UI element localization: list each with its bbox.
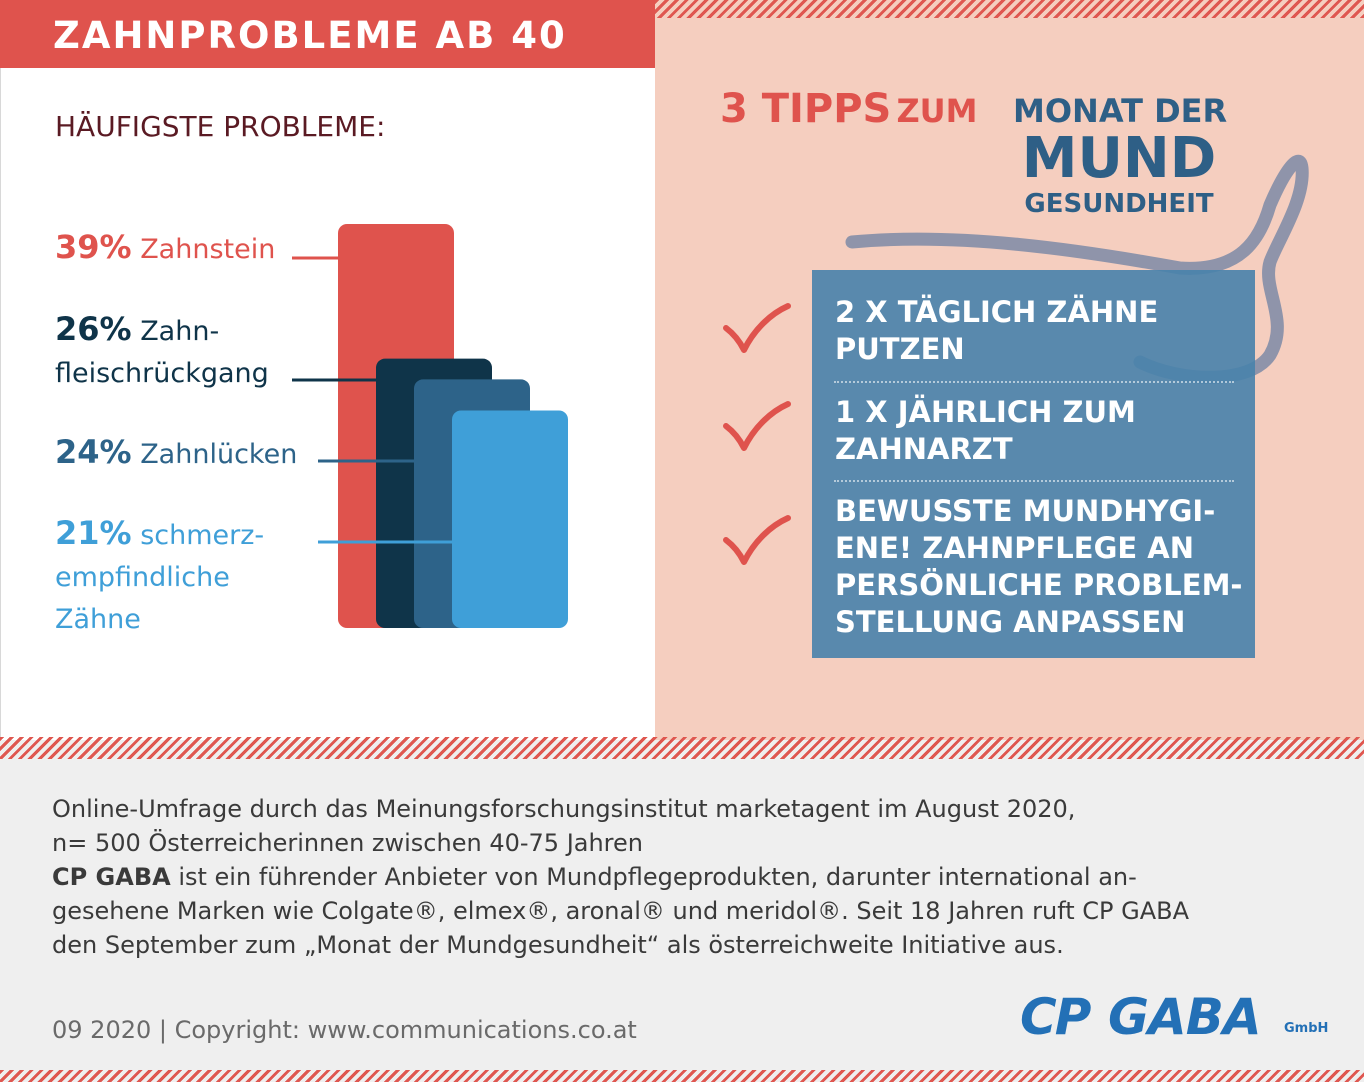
tip-item-3: BEWUSSTE MUNDHYGI- ENE! ZAHNPFLEGE AN PE… bbox=[835, 494, 1243, 639]
checkmark-icon bbox=[723, 515, 791, 565]
bar-chart bbox=[292, 224, 568, 628]
checkmark-icon bbox=[723, 303, 791, 353]
cp-gaba-logo-cp: CP bbox=[1020, 988, 1091, 1046]
label-zahnstein-value: 39% bbox=[55, 228, 132, 266]
title-banner: ZAHNPROBLEME AB 40 bbox=[0, 0, 655, 68]
label-zahnfleischrueckgang-value: 26% bbox=[55, 310, 132, 348]
label-schmerzempfindlich-value: 21% bbox=[55, 514, 132, 552]
footer-company-name: CP GABA bbox=[52, 863, 171, 891]
label-zahnstein: 39% Zahnstein bbox=[55, 226, 275, 271]
campaign-logo-line1: MONAT DER bbox=[1013, 92, 1228, 130]
chart-subheading: HÄUFIGSTE PROBLEME: bbox=[55, 110, 386, 143]
footer-company-line-1-rest: ist ein führender Anbieter von Mundpfleg… bbox=[170, 863, 1137, 891]
footer-company-line-2: gesehene Marken wie Colgate®, elmex®, ar… bbox=[52, 897, 1190, 925]
label-zahnstein-text: Zahnstein bbox=[140, 234, 276, 265]
cp-gaba-logo-gaba: GABA bbox=[1108, 988, 1261, 1046]
label-schmerzempfindlich: 21% schmerz- empfindliche Zähne bbox=[55, 512, 264, 641]
label-zahnfleischrueckgang: 26% Zahn- fleischrückgang bbox=[55, 308, 269, 395]
decorative-stripe-bottom bbox=[0, 1070, 1364, 1082]
campaign-logo: MONAT DER MUND GESUNDHEIT bbox=[1013, 92, 1228, 220]
checkmark-icon bbox=[723, 401, 791, 451]
decorative-stripe-divider bbox=[0, 737, 1364, 759]
campaign-logo-line3: GESUNDHEIT bbox=[1024, 189, 1214, 219]
tips-heading-word: ZUM bbox=[896, 92, 978, 130]
label-zahnluecken: 24% Zahnlücken bbox=[55, 431, 297, 476]
label-zahnfleischrueckgang-text-2: fleischrückgang bbox=[55, 358, 269, 389]
label-schmerzempfindlich-text-2: empfindliche bbox=[55, 562, 230, 593]
tip-divider-1 bbox=[834, 381, 1234, 383]
bar-4 bbox=[452, 410, 568, 628]
tongue-swoosh-graphic bbox=[845, 154, 1309, 384]
label-zahnfleischrueckgang-text-1: Zahn- bbox=[140, 316, 220, 347]
tip-divider-2 bbox=[834, 480, 1234, 482]
tips-heading: 3 TIPPS ZUM bbox=[720, 86, 978, 132]
tips-box: 2 X TÄGLICH ZÄHNE PUTZEN 1 X JÄHRLICH ZU… bbox=[812, 270, 1255, 658]
footer-company-line-3: den September zum „Monat der Mundgesundh… bbox=[52, 931, 1064, 959]
cp-gaba-logo: CP GABA GmbH bbox=[1020, 988, 1328, 1046]
page-title: ZAHNPROBLEME AB 40 bbox=[53, 14, 567, 57]
campaign-logo-line2: MUND bbox=[1021, 126, 1217, 191]
tips-heading-number: 3 TIPPS bbox=[720, 86, 892, 132]
cp-gaba-logo-suffix: GmbH bbox=[1284, 1021, 1328, 1036]
footer-survey-line-1: Online-Umfrage durch das Meinungsforschu… bbox=[52, 795, 1076, 823]
footer-panel bbox=[0, 740, 1364, 1082]
label-zahnluecken-text: Zahnlücken bbox=[140, 439, 298, 470]
tip-item-2: 1 X JÄHRLICH ZUM ZAHNARZT bbox=[835, 395, 1136, 466]
label-zahnluecken-value: 24% bbox=[55, 433, 132, 471]
label-schmerzempfindlich-text-1: schmerz- bbox=[140, 520, 265, 551]
decorative-stripe-top bbox=[655, 0, 1364, 18]
tip-item-1: 2 X TÄGLICH ZÄHNE PUTZEN bbox=[835, 295, 1159, 366]
footer-survey-line-2: n= 500 Österreicherinnen zwischen 40-75 … bbox=[52, 829, 643, 857]
copyright-line: 09 2020 | Copyright: www.communications.… bbox=[52, 1016, 637, 1044]
label-schmerzempfindlich-text-3: Zähne bbox=[55, 604, 141, 635]
footer-company-line-1: CP GABA ist ein führender Anbieter von M… bbox=[52, 860, 1137, 894]
